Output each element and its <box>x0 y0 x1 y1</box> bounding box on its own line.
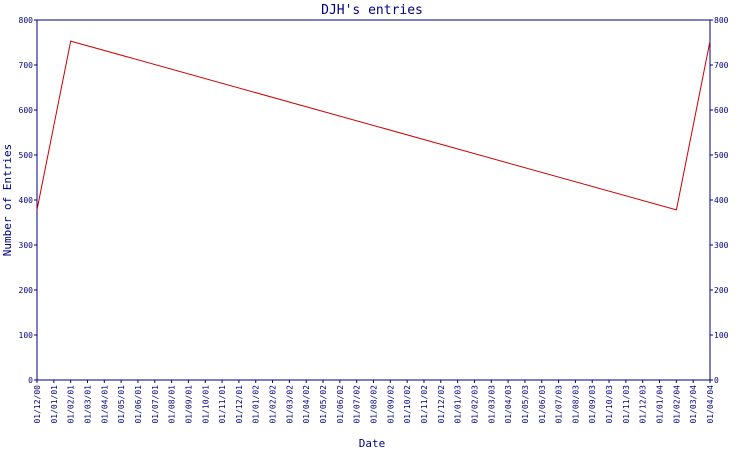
left-y-axis: 0 100 200 300 400 500 600 700 800 <box>19 16 37 385</box>
y-tick-label-left: 700 <box>19 61 34 70</box>
x-tick-label: 01/07/01 <box>151 385 160 424</box>
y-tick-label-left: 300 <box>19 241 34 250</box>
x-tick-label: 01/12/02 <box>437 385 446 424</box>
x-tick-label: 01/06/01 <box>134 385 143 424</box>
x-tick-label: 01/08/03 <box>571 385 580 424</box>
y-axis-label: Number of Entries <box>1 144 14 257</box>
x-tick-label: 01/01/03 <box>454 385 463 424</box>
x-tick-label: 01/04/04 <box>706 385 715 424</box>
series-line <box>36 40 711 211</box>
x-tick-label: 01/08/02 <box>370 385 379 424</box>
x-tick-label: 01/04/02 <box>302 385 311 424</box>
x-tick-label: 01/02/01 <box>67 385 76 424</box>
x-tick-label: 01/09/02 <box>386 385 395 424</box>
x-tick-label: 01/01/02 <box>252 385 261 424</box>
x-tick-label: 01/10/03 <box>605 385 614 424</box>
x-tick-label: 01/05/01 <box>117 385 126 424</box>
y-tick-label-left: 200 <box>19 286 34 295</box>
y-tick-label-right: 200 <box>714 286 729 295</box>
x-tick-label: 01/05/02 <box>319 385 328 424</box>
x-tick-label: 01/08/01 <box>168 385 177 424</box>
chart-title: DJH's entries <box>321 3 423 18</box>
y-tick-label-right: 400 <box>714 196 729 205</box>
x-tick-label: 01/02/03 <box>470 385 479 424</box>
x-tick-label: 01/01/01 <box>50 385 59 424</box>
x-tick-label: 01/07/02 <box>353 385 362 424</box>
series-layer <box>36 40 711 211</box>
x-tick-label: 01/11/02 <box>420 385 429 424</box>
x-tick-label: 01/06/03 <box>538 385 547 424</box>
plot-frame <box>36 19 711 381</box>
y-tick-label-right: 0 <box>714 376 719 385</box>
x-tick-label: 01/05/03 <box>521 385 530 424</box>
right-y-axis: 0 100 200 300 400 500 600 700 800 <box>710 16 729 385</box>
y-tick-label-left: 400 <box>19 196 34 205</box>
y-tick-label-left: 100 <box>19 331 34 340</box>
x-tick-label: 01/03/01 <box>83 385 92 424</box>
y-tick-label-left: 0 <box>28 376 33 385</box>
x-tick-label: 01/03/02 <box>285 385 294 424</box>
y-tick-label-right: 500 <box>714 151 729 160</box>
y-tick-label-right: 700 <box>714 61 729 70</box>
y-tick-label-right: 800 <box>714 16 729 25</box>
x-tick-label: 01/02/04 <box>672 385 681 424</box>
y-tick-label-left: 500 <box>19 151 34 160</box>
x-tick-label: 01/01/04 <box>656 385 665 424</box>
x-tick-label: 01/10/01 <box>201 385 210 424</box>
x-tick-label: 01/06/02 <box>336 385 345 424</box>
y-tick-label-right: 300 <box>714 241 729 250</box>
x-tick-label: 01/11/01 <box>218 385 227 424</box>
x-tick-label: 01/12/03 <box>639 385 648 424</box>
x-tick-label: 01/02/02 <box>269 385 278 424</box>
x-tick-label: 01/09/01 <box>184 385 193 424</box>
x-tick-label: 01/07/03 <box>555 385 564 424</box>
x-tick-label: 01/04/01 <box>100 385 109 424</box>
y-tick-label-left: 800 <box>19 16 34 25</box>
x-tick-label: 01/09/03 <box>588 385 597 424</box>
y-tick-label-right: 100 <box>714 331 729 340</box>
x-tick-label: 01/12/01 <box>235 385 244 424</box>
x-tick-label: 01/11/03 <box>622 385 631 424</box>
x-axis: 01/12/00 01/01/01 01/02/01 01/03/01 01/04/01… <box>33 380 715 424</box>
x-tick-label: 01/12/00 <box>33 385 42 424</box>
y-tick-label-right: 600 <box>714 106 729 115</box>
x-tick-label: 01/10/02 <box>403 385 412 424</box>
x-tick-label: 01/03/03 <box>487 385 496 424</box>
x-tick-label: 01/03/04 <box>689 385 698 424</box>
x-axis-label: Date <box>359 437 386 450</box>
x-tick-label: 01/04/03 <box>504 385 513 424</box>
y-tick-label-left: 600 <box>19 106 34 115</box>
